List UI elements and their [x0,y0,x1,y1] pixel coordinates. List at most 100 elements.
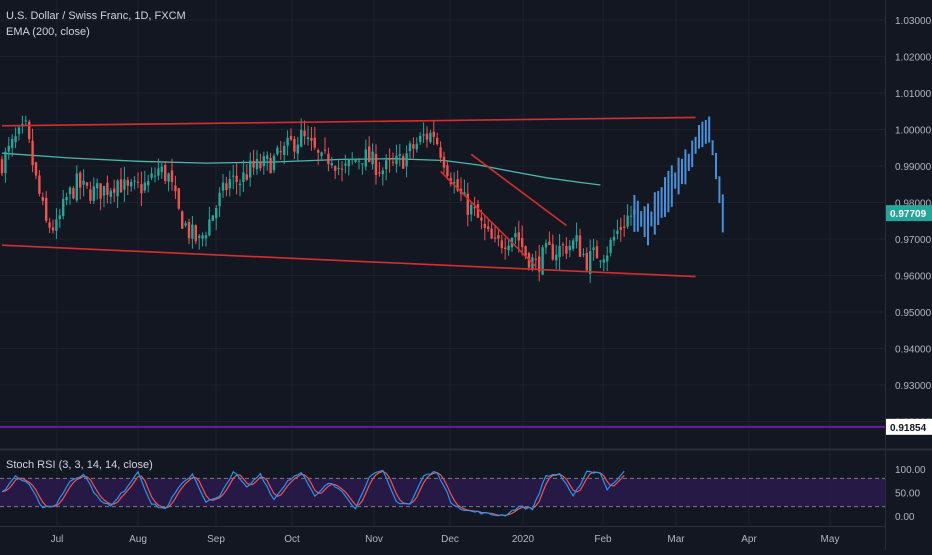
trendline[interactable] [470,153,567,227]
candle [419,135,422,142]
candle [517,232,520,241]
candle [0,159,4,174]
candle [99,183,102,199]
candle [463,192,466,196]
candle [286,137,289,146]
candle [157,168,160,176]
time-tick-label: Aug [129,534,147,545]
candle [544,243,548,248]
candle [609,239,612,253]
candle [490,228,493,239]
candle [415,143,418,150]
candle [65,196,68,201]
level-price-badge [886,418,932,435]
candle [442,156,446,168]
stoch-tick-label: 0.00 [895,512,915,523]
candle [34,162,38,176]
time-tick-label: Apr [741,534,757,545]
candle [208,219,211,236]
candle [306,137,310,140]
candle [354,160,357,162]
candle [555,254,558,261]
candle [181,211,184,229]
candle [232,175,235,177]
candle [45,197,48,221]
stoch-d-line [1,470,625,517]
candle [402,156,405,169]
candle [242,172,245,182]
candle [395,155,398,165]
candle [521,238,524,248]
candle [194,225,197,242]
candle [109,190,112,197]
time-axis[interactable]: Jul Aug Sep Oct Nov Dec 2020 Feb Mar Apr May [51,534,840,545]
candle [425,133,429,140]
candle [201,235,204,239]
candle [466,193,469,215]
candle [143,182,146,191]
candle [541,247,544,275]
candle [85,182,89,186]
candle [167,173,170,182]
candle [626,215,629,227]
price-tick-label: 1.00000 [895,126,932,137]
candle [119,179,123,193]
candle [255,159,259,170]
candle [347,159,350,167]
candle [575,235,578,242]
candle [592,247,595,250]
trendline[interactable] [440,170,537,267]
candle [41,197,44,201]
candle [473,207,476,209]
candle [221,182,225,191]
candle [113,188,116,193]
stoch-tick-label: 100.00 [895,465,926,476]
candle [361,163,364,165]
candle [497,235,500,239]
candle [7,145,10,152]
trendline[interactable] [1,116,696,127]
candle [534,258,537,260]
stoch-axis[interactable]: 100.00 50.00 0.00 [895,465,926,523]
candle [480,217,483,221]
trendline[interactable] [1,244,696,278]
candle [453,181,456,184]
stoch-tick-label: 50.00 [895,489,920,500]
price-tick-label: 1.01000 [895,89,932,100]
candle [160,166,163,172]
price-tick-label: 0.97000 [895,235,932,246]
candle [351,159,354,161]
candle [106,182,109,195]
candle [412,144,415,149]
main-pane[interactable] [0,0,885,526]
symbol-title[interactable]: U.S. Dollar / Swiss Franc, 1D, FXCM [6,10,186,22]
candle [96,183,99,189]
stoch-legend[interactable]: Stoch RSI (3, 3, 14, 14, close) [6,459,153,471]
candle [612,236,616,241]
stoch-rsi-pane[interactable] [0,469,885,517]
candle [374,153,378,176]
candle [269,157,272,174]
ema-legend[interactable]: EMA (200, close) [6,26,90,38]
candle [364,149,367,167]
time-tick-label: Oct [284,534,300,545]
candle [4,151,7,174]
candle [381,170,384,175]
time-tick-label: Mar [667,534,685,545]
candle [82,180,85,185]
candle [378,172,381,174]
candle [391,161,395,163]
candle [289,136,293,140]
candle [11,138,14,148]
candle [177,188,180,209]
candle [436,137,439,145]
candle [422,134,425,136]
candle [507,245,510,251]
candle [330,162,333,166]
candle [408,143,412,152]
candle [388,158,391,161]
candle [446,165,449,176]
candle [323,149,327,151]
